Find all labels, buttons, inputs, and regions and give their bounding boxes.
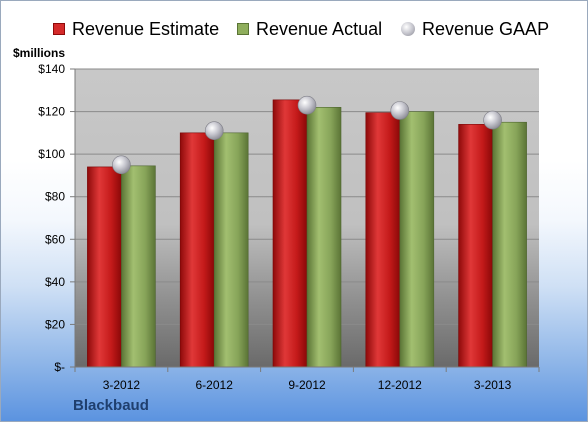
y-tick-label: $- bbox=[54, 360, 65, 374]
legend-item-revenue-gaap: Revenue GAAP bbox=[401, 17, 549, 41]
y-tick-label: $80 bbox=[45, 190, 65, 204]
marker-revenue-gaap bbox=[390, 101, 410, 120]
legend-item-revenue-estimate: Revenue Estimate bbox=[53, 17, 219, 41]
bar-revenue-actual bbox=[492, 121, 527, 368]
x-tick-label: 12-2012 bbox=[378, 378, 422, 392]
marker-revenue-gaap bbox=[204, 121, 224, 141]
marker-revenue-gaap bbox=[112, 155, 131, 175]
y-tick-label: $60 bbox=[45, 232, 65, 246]
bar-revenue-estimate bbox=[87, 166, 122, 368]
y-tick-label: $100 bbox=[38, 147, 65, 161]
bar-revenue-estimate bbox=[458, 124, 493, 368]
bar-revenue-actual bbox=[306, 107, 342, 368]
legend-label-revenue-actual: Revenue Actual bbox=[256, 18, 383, 39]
y-tick-label: $120 bbox=[38, 105, 65, 119]
legend-swatch-green-icon bbox=[237, 23, 249, 35]
bar-revenue-actual bbox=[213, 132, 249, 368]
marker-revenue-gaap bbox=[483, 110, 502, 130]
legend-swatch-red-icon bbox=[53, 23, 65, 35]
legend-marker-circle-icon bbox=[401, 22, 415, 36]
bar-revenue-estimate bbox=[179, 132, 215, 368]
legend-label-revenue-estimate: Revenue Estimate bbox=[72, 18, 220, 39]
company-name: Blackbaud bbox=[73, 397, 149, 414]
y-tick-label: $40 bbox=[45, 275, 65, 289]
x-tick-label: 3-2013 bbox=[474, 378, 512, 392]
marker-revenue-gaap bbox=[297, 95, 317, 115]
legend-label-revenue-gaap: Revenue GAAP bbox=[422, 18, 550, 39]
bar-revenue-estimate bbox=[272, 99, 308, 368]
bar-revenue-estimate bbox=[365, 112, 401, 368]
legend-item-revenue-actual: Revenue Actual bbox=[237, 17, 382, 41]
bar-revenue-actual bbox=[121, 165, 156, 368]
y-tick-label: $140 bbox=[38, 62, 65, 76]
x-tick-label: 3-2012 bbox=[103, 378, 141, 392]
bar-revenue-actual bbox=[399, 111, 435, 368]
y-axis-unit-label: $millions bbox=[13, 46, 66, 60]
y-tick-label: $20 bbox=[45, 317, 65, 331]
x-tick-label: 6-2012 bbox=[196, 378, 234, 392]
x-tick-label: 9-2012 bbox=[288, 378, 326, 392]
